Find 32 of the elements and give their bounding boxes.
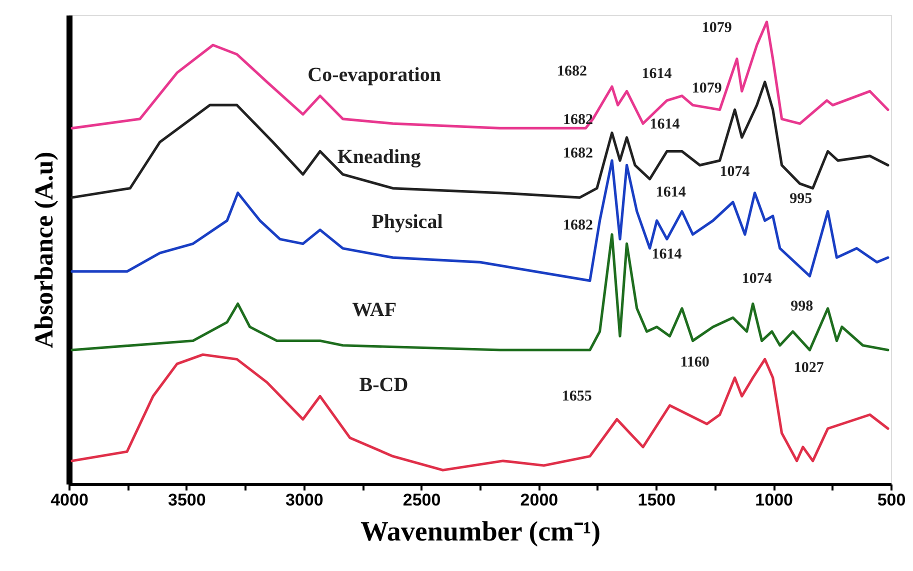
annotation: 1682 [556, 64, 587, 80]
series-label: WAF [352, 298, 397, 321]
x-tick-label: 3500 [168, 490, 206, 510]
annotation: 1682 [562, 112, 593, 128]
x-tick-label: 1500 [638, 490, 676, 510]
annotation: 1027 [794, 360, 824, 376]
annotation: 1079 [702, 20, 732, 36]
x-tick-label: 1000 [755, 490, 793, 510]
x-tick-label: 500 [877, 490, 906, 510]
annotation: 1160 [680, 354, 710, 371]
x-tick-label: 3000 [285, 490, 324, 510]
y-axis-title: Absorbance (A.u) [30, 152, 58, 348]
x-axis-title: Wavenumber (cm⁻¹) [360, 516, 601, 548]
series-label: B-CD [359, 374, 408, 396]
annotation: 998 [790, 298, 814, 315]
annotation: 995 [790, 191, 812, 207]
annotation: 1079 [692, 80, 722, 97]
annotation: 1074 [720, 164, 750, 180]
annotation: 1655 [562, 388, 592, 404]
series-label: Co-evaporation [308, 64, 441, 86]
annotation: 1614 [652, 246, 682, 263]
annotation: 1614 [656, 184, 686, 200]
annotation: 1614 [650, 116, 680, 132]
annotation: 1682 [562, 217, 593, 234]
x-tick-label: 2500 [402, 490, 441, 510]
series-label: Physical [372, 211, 444, 234]
x-tick-label: 4000 [50, 490, 88, 510]
annotation: 1682 [562, 146, 593, 162]
annotation: 1074 [742, 270, 772, 287]
annotation: 1614 [642, 66, 672, 82]
x-tick-label: 2000 [520, 490, 558, 510]
series-label: Kneading [337, 146, 421, 168]
